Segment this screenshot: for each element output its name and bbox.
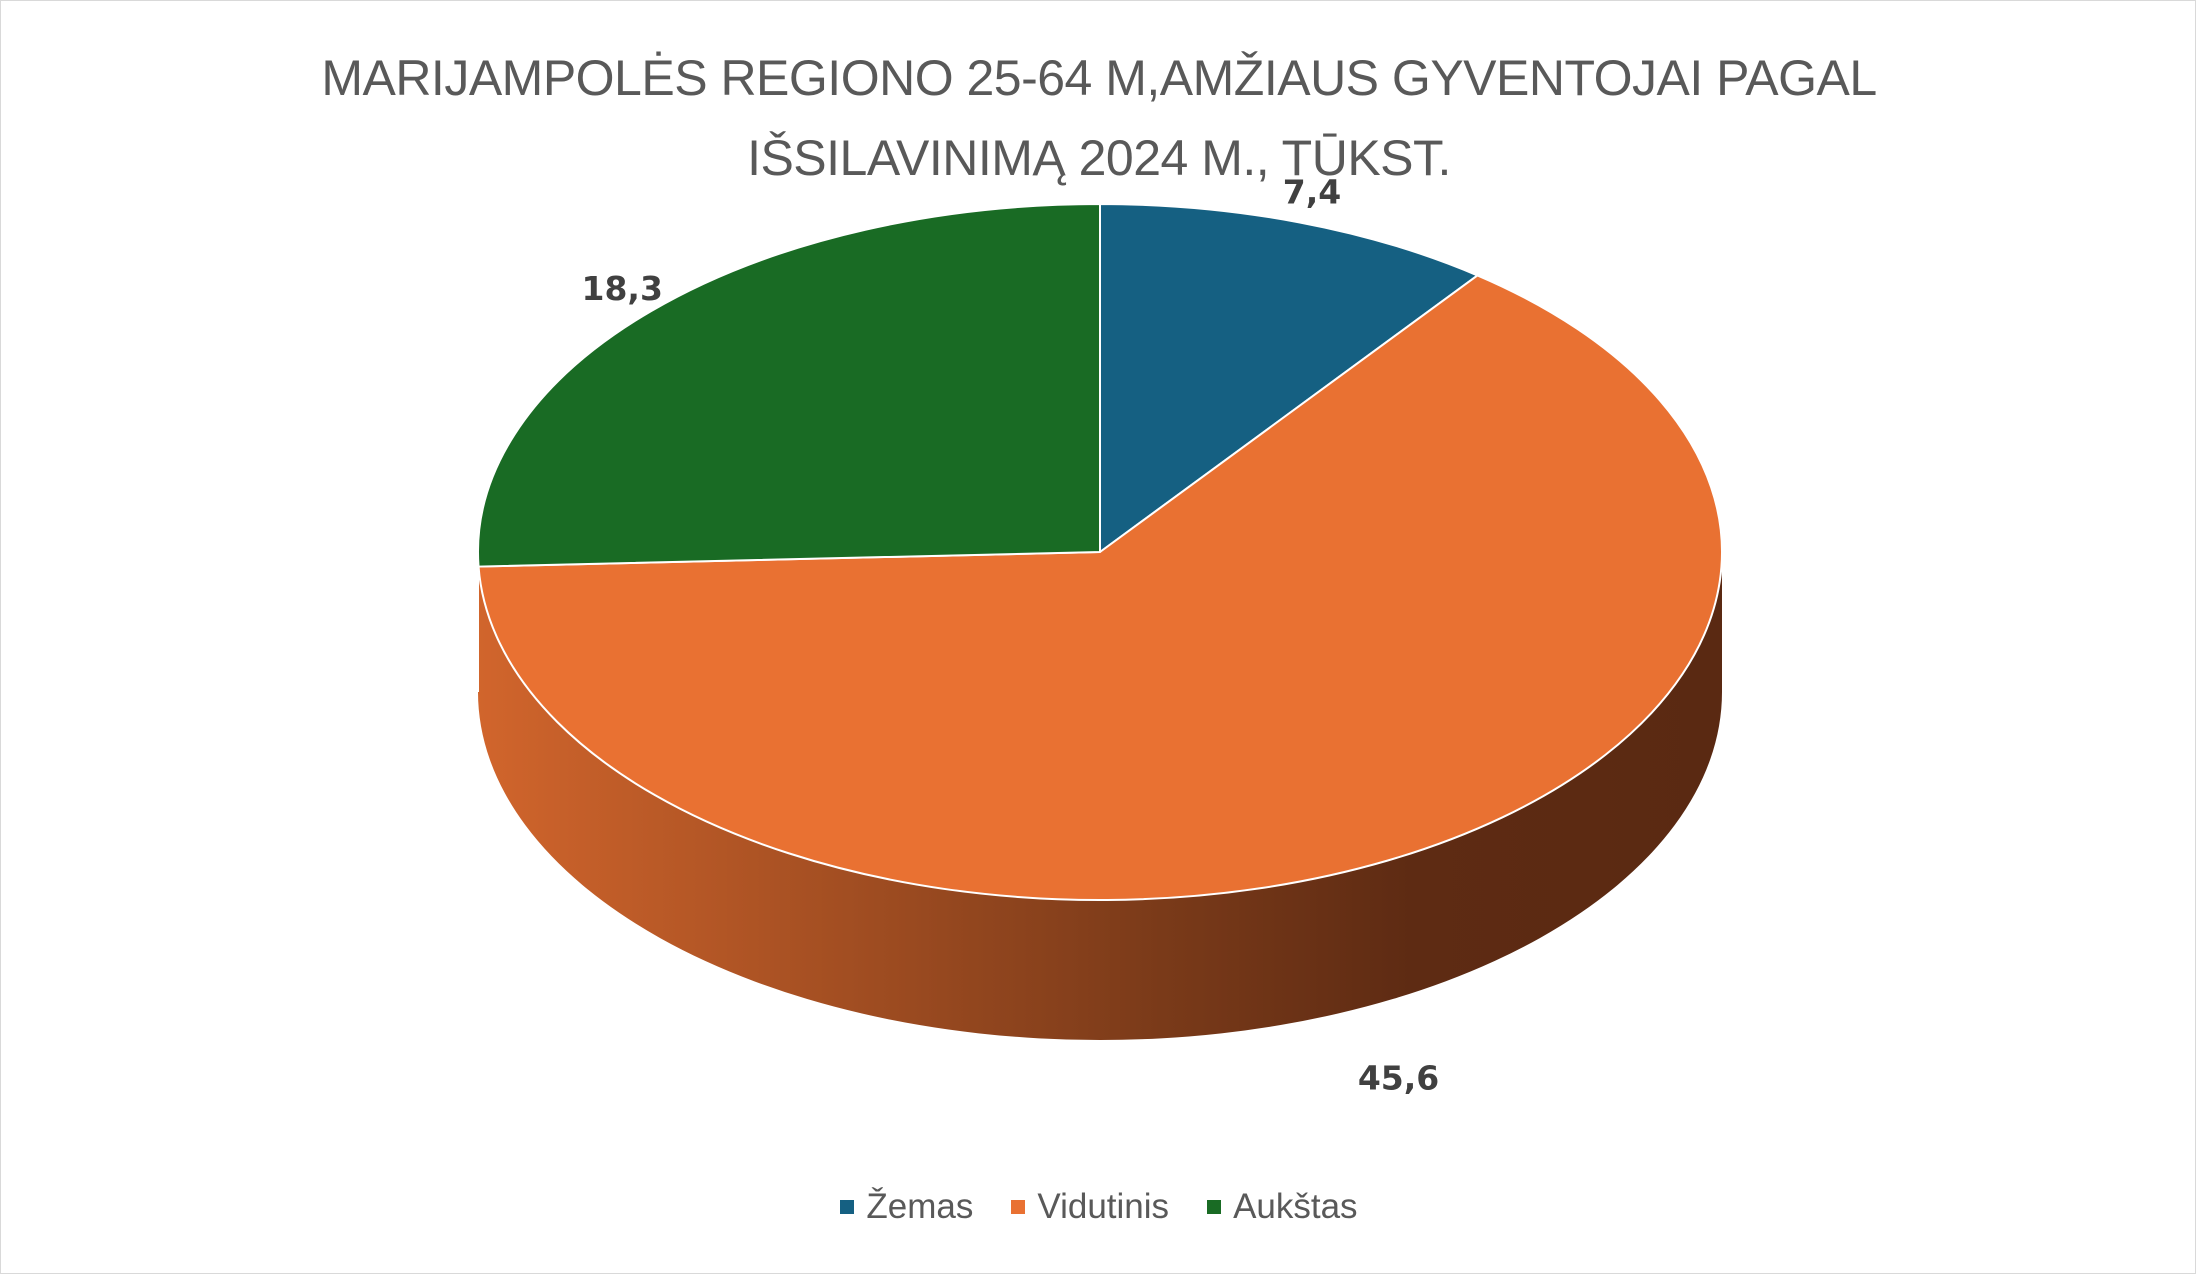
chart-title-line-2: IŠSILAVINIMĄ 2024 M., TŪKST. — [747, 130, 1451, 186]
pie-side-vidutinis — [478, 552, 1722, 1040]
chart-title-line-1: MARIJAMPOLĖS REGIONO 25-64 M,AMŽIAUS GYV… — [321, 50, 1877, 106]
pie-slice-vidutinis — [477, 274, 1723, 901]
data-label-zemas: 7,4 — [1283, 172, 1341, 211]
pie-slice-zemas — [1099, 203, 1479, 553]
legend-label-vidutinis: Vidutinis — [1037, 1187, 1170, 1226]
legend-item-aukstas: Aukštas — [1207, 1187, 1358, 1227]
chart-title: MARIJAMPOLĖS REGIONO 25-64 M,AMŽIAUS GYV… — [0, 38, 2198, 198]
data-label-aukstas: 18,3 — [581, 269, 662, 308]
legend-label-aukstas: Aukštas — [1233, 1187, 1358, 1226]
chart-legend: Žemas Vidutinis Aukštas — [0, 1182, 2198, 1232]
legend-label-zemas: Žemas — [866, 1187, 974, 1226]
legend-swatch-aukstas — [1207, 1200, 1222, 1214]
legend-swatch-vidutinis — [1011, 1200, 1026, 1214]
legend-item-vidutinis: Vidutinis — [1011, 1187, 1169, 1227]
legend-swatch-zemas — [840, 1200, 855, 1214]
data-label-vidutinis: 45,6 — [1358, 1059, 1439, 1098]
pie-slice-aukstas — [477, 203, 1101, 568]
legend-item-zemas: Žemas — [840, 1187, 973, 1227]
